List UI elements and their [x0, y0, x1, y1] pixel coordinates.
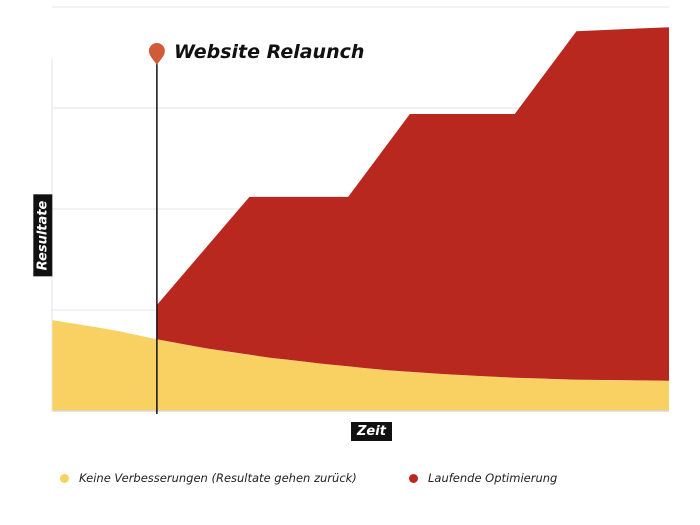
legend-dot-red — [409, 473, 418, 483]
legend-item-keine-verbesserungen: Keine Verbesserungen (Resultate gehen zu… — [60, 471, 357, 485]
series-area-keine-verbesserungen — [52, 320, 669, 411]
legend-dot-yellow — [60, 473, 69, 483]
map-pin-shape — [148, 43, 165, 65]
series-area-laufende-optimierung — [156, 27, 669, 381]
x-axis-label: Zeit — [351, 422, 392, 441]
legend-item-laufende-optimierung: Laufende Optimierung — [409, 471, 557, 485]
y-axis-label: Resultate — [33, 194, 53, 277]
legend-label: Laufende Optimierung — [428, 471, 558, 485]
map-pin-icon — [148, 43, 165, 65]
relaunch-annotation-label: Website Relaunch — [174, 41, 365, 63]
legend-label: Keine Verbesserungen (Resultate gehen zu… — [79, 471, 357, 485]
